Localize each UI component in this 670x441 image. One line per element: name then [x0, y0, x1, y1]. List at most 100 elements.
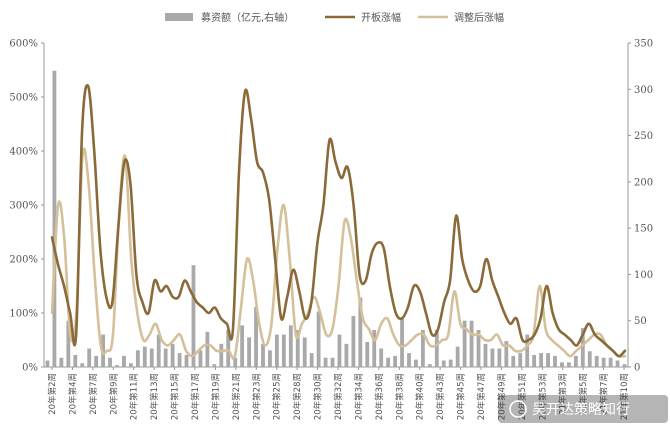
bar	[142, 346, 147, 367]
bar	[358, 297, 363, 367]
left-tick-label: 300%	[9, 201, 38, 212]
bar	[233, 357, 238, 367]
bar	[205, 331, 210, 367]
bar	[546, 353, 550, 367]
bar	[45, 360, 50, 367]
x-tick-label: 20年第17周	[190, 373, 201, 420]
wechat-icon	[509, 400, 527, 418]
right-axis: 0 50 100 150 200 250 300 350	[627, 39, 653, 374]
x-tick-label: 20年第2周	[47, 373, 58, 415]
right-tick-label: 200	[634, 177, 653, 188]
bar	[386, 357, 391, 367]
bar	[344, 343, 349, 367]
x-tick-label: 20年第23周	[251, 373, 262, 420]
x-tick-label: 20年第25周	[272, 373, 283, 420]
bar	[212, 364, 217, 367]
x-tick-label: 20年第43周	[435, 373, 446, 420]
bar	[372, 329, 377, 367]
bar	[441, 360, 446, 367]
right-tick-label: 100	[634, 270, 653, 281]
legend-label-1: 开板涨幅	[361, 11, 401, 24]
x-tick-label: 20年第28周	[292, 373, 303, 420]
legend-label-0: 募资额（亿元,右轴）	[201, 11, 294, 24]
x-tick-label: 20年第34周	[353, 373, 364, 420]
x-tick-label: 20年第51周	[517, 373, 528, 420]
x-tick-label: 20年第11周	[129, 373, 140, 420]
bar	[156, 334, 161, 367]
bar	[469, 320, 474, 367]
bar	[128, 363, 133, 367]
x-tick-label: 20年第7周	[88, 373, 99, 415]
x-tick-label: 20年第4周	[67, 373, 78, 415]
bar	[316, 311, 321, 367]
bar	[149, 348, 154, 367]
bar	[219, 343, 224, 367]
bar	[420, 329, 425, 367]
series-line-2	[50, 147, 627, 360]
bar	[560, 362, 564, 367]
bar	[66, 320, 71, 367]
bar	[365, 342, 370, 367]
series-line-1	[50, 84, 627, 358]
x-tick-label: 21年第10周	[619, 373, 630, 420]
bar	[566, 362, 571, 367]
bar	[135, 350, 140, 367]
watermark-text: 吴开达策略知行	[532, 401, 630, 418]
bar	[254, 306, 258, 367]
bar	[288, 325, 293, 367]
bar	[240, 325, 245, 367]
bar	[94, 355, 99, 367]
watermark: 吴开达策略知行	[498, 395, 668, 423]
bar	[490, 348, 495, 367]
bar	[330, 357, 335, 367]
bar	[553, 355, 557, 367]
bar	[525, 334, 530, 367]
left-tick-label: 100%	[9, 309, 38, 320]
bar	[379, 348, 384, 367]
bar	[163, 348, 168, 367]
bar	[268, 350, 272, 367]
left-tick-label: 600%	[9, 39, 38, 50]
legend: 募资额（亿元,右轴） 开板涨幅 调整后涨幅	[165, 11, 504, 24]
bar	[170, 343, 175, 367]
x-tick-label: 20年第47周	[476, 373, 487, 420]
right-tick-label: 250	[634, 131, 653, 142]
bar	[462, 320, 467, 367]
left-tick-label: 400%	[9, 147, 38, 158]
right-tick-label: 150	[634, 224, 653, 235]
bar	[427, 364, 432, 367]
x-tick-label: 20年第19周	[210, 373, 221, 420]
bar	[351, 316, 356, 367]
left-tick-label: 0%	[22, 363, 38, 374]
x-tick-label: 20年第38周	[394, 373, 405, 420]
bar	[184, 354, 189, 367]
x-tick-label: 20年第36周	[374, 373, 385, 420]
legend-swatch-0	[165, 13, 193, 21]
x-tick-label: 21年第7周	[599, 373, 610, 415]
x-tick-label: 20年第45周	[456, 373, 467, 420]
bar	[601, 357, 606, 367]
bar	[448, 359, 453, 367]
left-axis: 0% 100% 200% 300% 400% 500% 600%	[9, 39, 45, 374]
legend-label-2: 调整后涨幅	[454, 11, 504, 24]
x-tick-label: 20年第15周	[170, 373, 181, 420]
left-tick-label: 200%	[9, 255, 38, 266]
x-tick-label: 20年第49周	[496, 373, 507, 420]
bar	[518, 353, 523, 367]
bar	[87, 348, 92, 367]
x-tick-label: 20年第32周	[333, 373, 344, 420]
bar-series	[45, 70, 627, 368]
watermark-backdrop	[498, 395, 668, 423]
x-tick-label: 21年第3周	[558, 373, 569, 415]
bar	[608, 357, 613, 367]
bar	[594, 355, 599, 367]
bar	[434, 329, 439, 367]
x-tick-label: 20年第30周	[313, 373, 324, 420]
bar	[504, 341, 509, 367]
bar	[80, 363, 85, 367]
bar	[414, 359, 418, 367]
bar	[573, 355, 578, 367]
right-tick-label: 350	[634, 39, 653, 50]
bar	[52, 70, 57, 368]
